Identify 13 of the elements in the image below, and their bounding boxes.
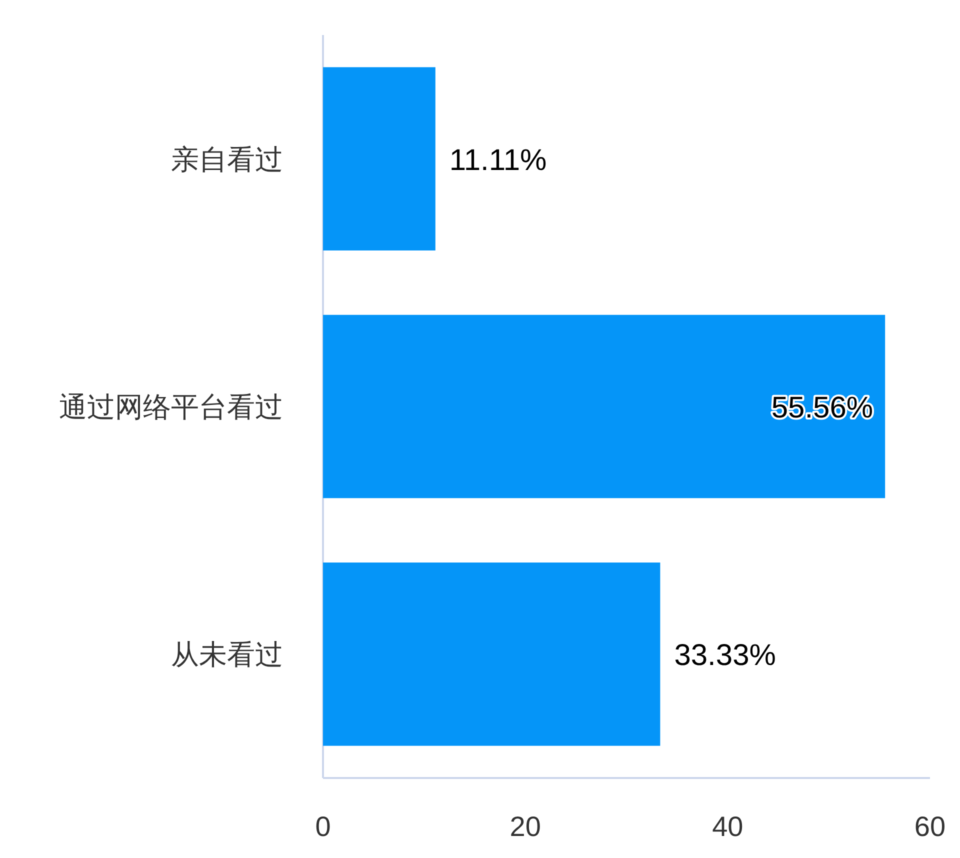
- data-label: 33.33%: [674, 639, 776, 672]
- y-tick-label: 从未看过: [171, 639, 283, 670]
- y-tick-label: 通过网络平台看过: [59, 392, 283, 422]
- x-tick-label: 60: [914, 811, 946, 842]
- x-tick-label: 20: [510, 811, 541, 842]
- x-tick-label: 40: [712, 811, 744, 842]
- bar: [323, 314, 886, 498]
- data-label: 55.56%: [771, 392, 874, 424]
- bar: [323, 67, 436, 250]
- data-label: 11.11%: [449, 144, 547, 177]
- y-tick-label: 亲自看过: [171, 144, 283, 175]
- bar: [323, 562, 660, 746]
- x-tick-label: 0: [315, 811, 331, 842]
